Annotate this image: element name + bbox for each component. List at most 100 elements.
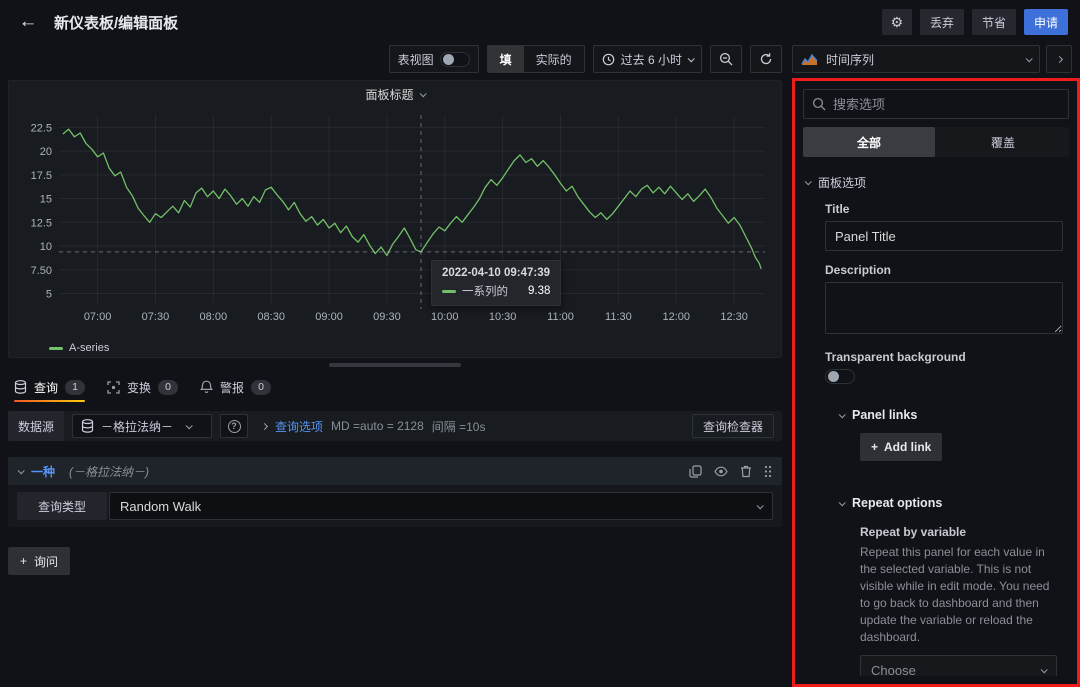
repeat-options-section: Repeat options Repeat by variable Repeat… xyxy=(825,491,1063,676)
tooltip-series-name: 一系列的 xyxy=(462,283,508,299)
panel-title: 面板标题 xyxy=(365,86,413,103)
svg-text:07:00: 07:00 xyxy=(84,311,112,323)
add-query-label: 询问 xyxy=(34,553,58,570)
save-button[interactable]: 节省 xyxy=(972,9,1016,35)
add-query-button[interactable]: + 询问 xyxy=(8,547,70,575)
tooltip-value: 9.38 xyxy=(528,285,550,297)
query-row-actions xyxy=(689,465,772,478)
chart-area[interactable]: 22.52017.51512.5107.50507:0007:3008:0008… xyxy=(9,107,781,340)
table-view-control[interactable]: 表视图 xyxy=(389,45,479,73)
timeseries-chart[interactable]: 22.52017.51512.5107.50507:0007:3008:0008… xyxy=(21,107,771,337)
time-range-label: 过去 6 小时 xyxy=(621,51,682,68)
query-type-label: 查询类型 xyxy=(17,492,107,520)
chevron-right-icon[interactable] xyxy=(261,422,268,429)
chevron-down-icon xyxy=(186,422,193,429)
add-link-button[interactable]: + Add link xyxy=(860,433,942,461)
delete-query-button[interactable] xyxy=(740,465,752,478)
visualization-picker[interactable]: 时间序列 xyxy=(792,45,1040,73)
table-view-toggle[interactable] xyxy=(440,52,470,67)
query-inspector-button[interactable]: 查询检查器 xyxy=(692,414,774,438)
options-search-input[interactable] xyxy=(833,97,1060,112)
tab-alert[interactable]: 警报 0 xyxy=(200,372,271,402)
repeat-options-header[interactable]: Repeat options xyxy=(839,491,1063,515)
query-row-name[interactable]: 一种 xyxy=(31,463,55,480)
tab-all-options[interactable]: 全部 xyxy=(803,127,935,157)
panel-title-menu[interactable]: 面板标题 xyxy=(9,81,781,107)
tab-transform[interactable]: 变换 0 xyxy=(107,372,178,402)
duplicate-query-button[interactable] xyxy=(689,465,702,478)
chevron-right-icon xyxy=(1055,55,1062,62)
back-button[interactable]: ← xyxy=(12,6,44,38)
chevron-down-icon xyxy=(419,90,426,97)
repeat-by-variable-label: Repeat by variable xyxy=(860,525,1057,539)
tab-query-count: 1 xyxy=(65,380,85,395)
datasource-value: －格拉法纳－ xyxy=(101,418,173,435)
panel-options-sidebar: 全部 覆盖 面板选项 Title Description Transparent… xyxy=(792,78,1080,687)
query-options-link[interactable]: 查询选项 xyxy=(275,418,323,435)
svg-text:12:30: 12:30 xyxy=(720,311,748,323)
svg-text:08:00: 08:00 xyxy=(200,311,228,323)
chevron-down-icon xyxy=(805,178,812,185)
chevron-down-icon xyxy=(1026,55,1033,62)
zoom-out-icon xyxy=(719,52,733,66)
settings-button[interactable]: ⚙ xyxy=(882,9,912,35)
datasource-picker[interactable]: －格拉法纳－ xyxy=(72,414,212,438)
chevron-down-icon xyxy=(839,411,846,418)
drag-query-handle[interactable] xyxy=(764,465,772,478)
svg-text:09:00: 09:00 xyxy=(315,311,343,323)
chevron-down-icon xyxy=(757,502,764,509)
svg-text:07:30: 07:30 xyxy=(142,311,170,323)
panel-title-input[interactable] xyxy=(825,221,1063,251)
tab-alert-count: 0 xyxy=(251,380,271,395)
trash-icon xyxy=(740,465,752,478)
panel-links-header[interactable]: Panel links xyxy=(839,403,1063,427)
query-row-header[interactable]: 一种 (－格拉法纳－) xyxy=(8,457,782,485)
repeat-variable-select[interactable]: Choose xyxy=(860,655,1057,676)
time-range-picker[interactable]: 过去 6 小时 xyxy=(593,45,702,73)
query-row-datasource: (－格拉法纳－) xyxy=(69,463,149,480)
disable-query-button[interactable] xyxy=(714,466,728,477)
actual-option[interactable]: 实际的 xyxy=(524,46,584,72)
refresh-button[interactable] xyxy=(750,45,782,73)
panel-edit-left-column: 面板标题 22.52017.51512.5107.50507:0007:3008… xyxy=(8,80,782,575)
tab-overrides[interactable]: 覆盖 xyxy=(937,127,1069,157)
query-options-md: MD =auto = 2128 xyxy=(331,419,424,433)
edit-toolbar-left: 表视图 填 实际的 过去 6 小时 xyxy=(0,44,782,74)
panel-description-input[interactable] xyxy=(825,282,1063,334)
svg-text:20: 20 xyxy=(40,146,52,158)
section-panel-options[interactable]: 面板选项 xyxy=(803,169,1069,195)
options-search[interactable] xyxy=(803,89,1069,119)
collapse-options-button[interactable] xyxy=(1046,45,1072,73)
pane-size-group: 填 实际的 xyxy=(487,45,585,73)
discard-button[interactable]: 丢弃 xyxy=(920,9,964,35)
fill-option[interactable]: 填 xyxy=(488,46,524,72)
datasource-help-button[interactable]: ? xyxy=(220,414,248,438)
top-bar: ← 新仪表板/编辑面板 ⚙ 丢弃 节省 申请 xyxy=(0,0,1080,44)
viz-type-label: 时间序列 xyxy=(826,51,874,68)
svg-text:09:30: 09:30 xyxy=(373,311,401,323)
query-row-body: 查询类型 Random Walk xyxy=(8,485,782,527)
chevron-down-icon xyxy=(18,467,25,474)
svg-text:11:00: 11:00 xyxy=(547,311,574,323)
chart-tooltip: 2022-04-10 09:47:39 一系列的 9.38 xyxy=(431,260,561,306)
query-options-interval: 间隔 =10s xyxy=(432,418,486,435)
transparent-bg-label: Transparent background xyxy=(825,350,1063,364)
query-type-select[interactable]: Random Walk xyxy=(109,492,773,520)
legend-series-label[interactable]: A-series xyxy=(69,342,109,354)
zoom-out-button[interactable] xyxy=(710,45,742,73)
tab-query[interactable]: 查询 1 xyxy=(14,372,85,402)
grip-dots-icon xyxy=(764,465,772,478)
query-row-card: 一种 (－格拉法纳－) 查询类型 Random Walk xyxy=(8,457,782,527)
svg-text:10:00: 10:00 xyxy=(431,311,459,323)
eye-icon xyxy=(714,466,728,477)
pane-resize-handle[interactable] xyxy=(329,363,461,367)
grafana-edit-panel-app: ← 新仪表板/编辑面板 ⚙ 丢弃 节省 申请 表视图 填 实际的 过去 6 小时 xyxy=(0,0,1080,687)
options-scroll-area[interactable]: 面板选项 Title Description Transparent backg… xyxy=(803,169,1069,676)
question-circle-icon: ? xyxy=(228,420,241,433)
tab-transform-label: 变换 xyxy=(127,379,151,396)
svg-text:7.50: 7.50 xyxy=(31,265,52,277)
apply-button[interactable]: 申请 xyxy=(1024,9,1068,35)
svg-text:22.5: 22.5 xyxy=(31,122,52,134)
transparent-bg-toggle[interactable] xyxy=(825,369,855,384)
refresh-icon xyxy=(759,52,773,66)
